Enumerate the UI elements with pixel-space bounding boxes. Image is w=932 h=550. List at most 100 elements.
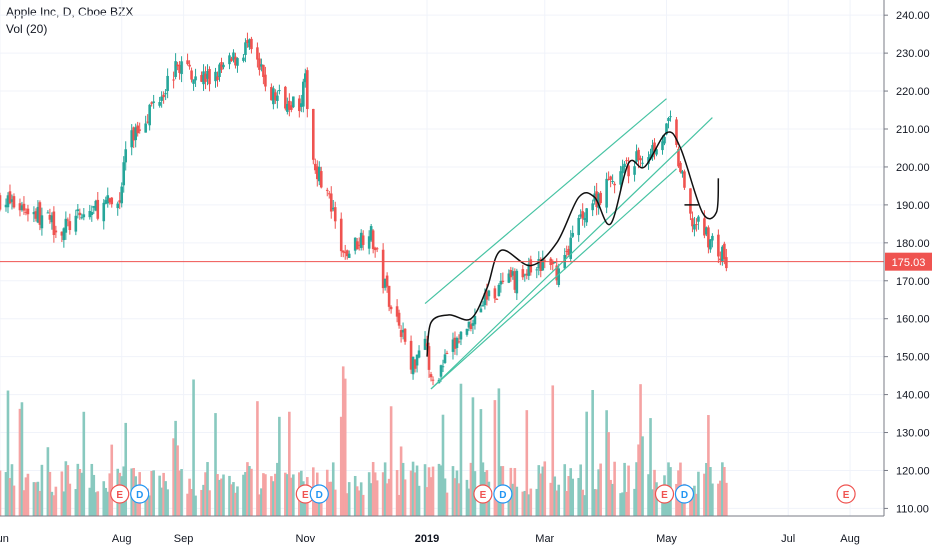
- candle-body: [633, 166, 636, 175]
- volume-bar: [429, 477, 433, 516]
- volume-bar: [60, 471, 64, 516]
- candle-body: [284, 86, 287, 109]
- candle-body: [180, 61, 183, 75]
- volume-bar: [104, 487, 108, 516]
- volume-bar: [176, 445, 179, 516]
- event-marker-letter: D: [316, 490, 323, 501]
- volume-bar: [34, 482, 38, 516]
- dividend-marker[interactable]: D: [309, 484, 329, 504]
- candle-body: [286, 103, 289, 112]
- candle-body: [471, 323, 475, 326]
- candle-body: [116, 203, 120, 209]
- candle-body: [429, 374, 433, 378]
- earnings-marker[interactable]: E: [295, 484, 315, 504]
- candle-body: [681, 171, 684, 174]
- candle-body: [397, 312, 401, 326]
- candle-body: [669, 116, 672, 118]
- volume-bar: [276, 462, 279, 516]
- earnings-marker[interactable]: E: [836, 484, 856, 504]
- volume-bar: [549, 482, 553, 516]
- volume-bar: [4, 472, 8, 516]
- candle-body: [178, 64, 181, 73]
- volume-bar: [48, 471, 52, 516]
- volume-bar: [585, 411, 588, 516]
- dividend-marker[interactable]: D: [674, 484, 695, 504]
- candle-body: [661, 141, 664, 151]
- y-tick-label: 130.00: [896, 428, 930, 440]
- candle-body: [24, 211, 28, 213]
- candle-body: [164, 93, 167, 95]
- candle-body: [567, 248, 571, 256]
- volume-bar: [525, 410, 529, 516]
- candle-body: [689, 188, 692, 214]
- candle-body: [723, 243, 726, 260]
- volume-bar: [204, 472, 207, 516]
- volume-bar: [106, 491, 110, 516]
- volume-indicator-label[interactable]: Vol (20): [6, 22, 48, 36]
- candle-body: [717, 234, 720, 257]
- candle-body: [637, 149, 640, 161]
- volume-bar: [553, 476, 557, 516]
- candle-body: [34, 211, 38, 219]
- event-marker-letter: D: [499, 490, 506, 501]
- x-tick-label: 2019: [415, 533, 439, 545]
- candle-body: [613, 183, 616, 186]
- candle-body: [627, 165, 630, 177]
- candle-body: [48, 214, 52, 220]
- candle-body: [260, 64, 263, 67]
- dividend-marker[interactable]: D: [130, 484, 150, 504]
- volume-bar: [270, 476, 273, 516]
- candle-body: [591, 203, 594, 211]
- earnings-marker[interactable]: E: [473, 484, 493, 504]
- volume-bar: [46, 447, 50, 516]
- earnings-marker[interactable]: E: [110, 484, 130, 504]
- volume-bar: [230, 484, 233, 516]
- volume-bar: [411, 461, 415, 516]
- candle-body: [691, 218, 694, 227]
- drawing-layer: [0, 98, 884, 390]
- candle-body: [194, 76, 197, 81]
- dividend-marker[interactable]: D: [493, 484, 513, 504]
- event-marker-letter: E: [480, 490, 487, 501]
- volume-bar: [150, 470, 153, 516]
- volume-bar: [88, 487, 92, 516]
- candle-body: [78, 212, 82, 216]
- candle-body: [248, 39, 251, 48]
- candle-body: [599, 192, 602, 204]
- volume-bar: [479, 409, 483, 516]
- last-price-label: 175.03: [892, 257, 926, 269]
- volume-bar: [415, 465, 419, 516]
- volume-bar: [236, 486, 239, 516]
- event-marker-circle: [836, 484, 856, 504]
- candle-body: [611, 181, 614, 183]
- y-tick-label: 160.00: [896, 314, 930, 326]
- volume-bar: [647, 474, 650, 516]
- candle-body: [204, 73, 207, 82]
- volume-bar: [174, 420, 177, 516]
- volume-bar: [54, 486, 58, 516]
- candle-body: [481, 305, 485, 307]
- volume-bar: [597, 469, 600, 516]
- candle-body: [535, 269, 539, 271]
- candle-body: [581, 211, 584, 219]
- volume-bar: [180, 469, 183, 516]
- candle-body: [623, 163, 626, 168]
- volume-bar: [609, 479, 612, 516]
- candle-body: [609, 176, 612, 180]
- candle-body: [605, 178, 608, 208]
- candle-body: [417, 350, 421, 358]
- candle-body: [148, 104, 151, 126]
- candle-body: [521, 269, 525, 278]
- volume-bar: [162, 472, 165, 516]
- candle-body: [423, 338, 427, 350]
- volume-bar: [367, 472, 371, 516]
- candle-body: [236, 58, 239, 66]
- earnings-marker[interactable]: E: [654, 484, 675, 504]
- volume-bar: [399, 446, 403, 516]
- candle-body: [206, 71, 209, 79]
- candle-body: [409, 340, 413, 370]
- candle-body: [88, 210, 92, 218]
- volume-bar: [453, 478, 457, 516]
- volume-bar: [50, 491, 54, 516]
